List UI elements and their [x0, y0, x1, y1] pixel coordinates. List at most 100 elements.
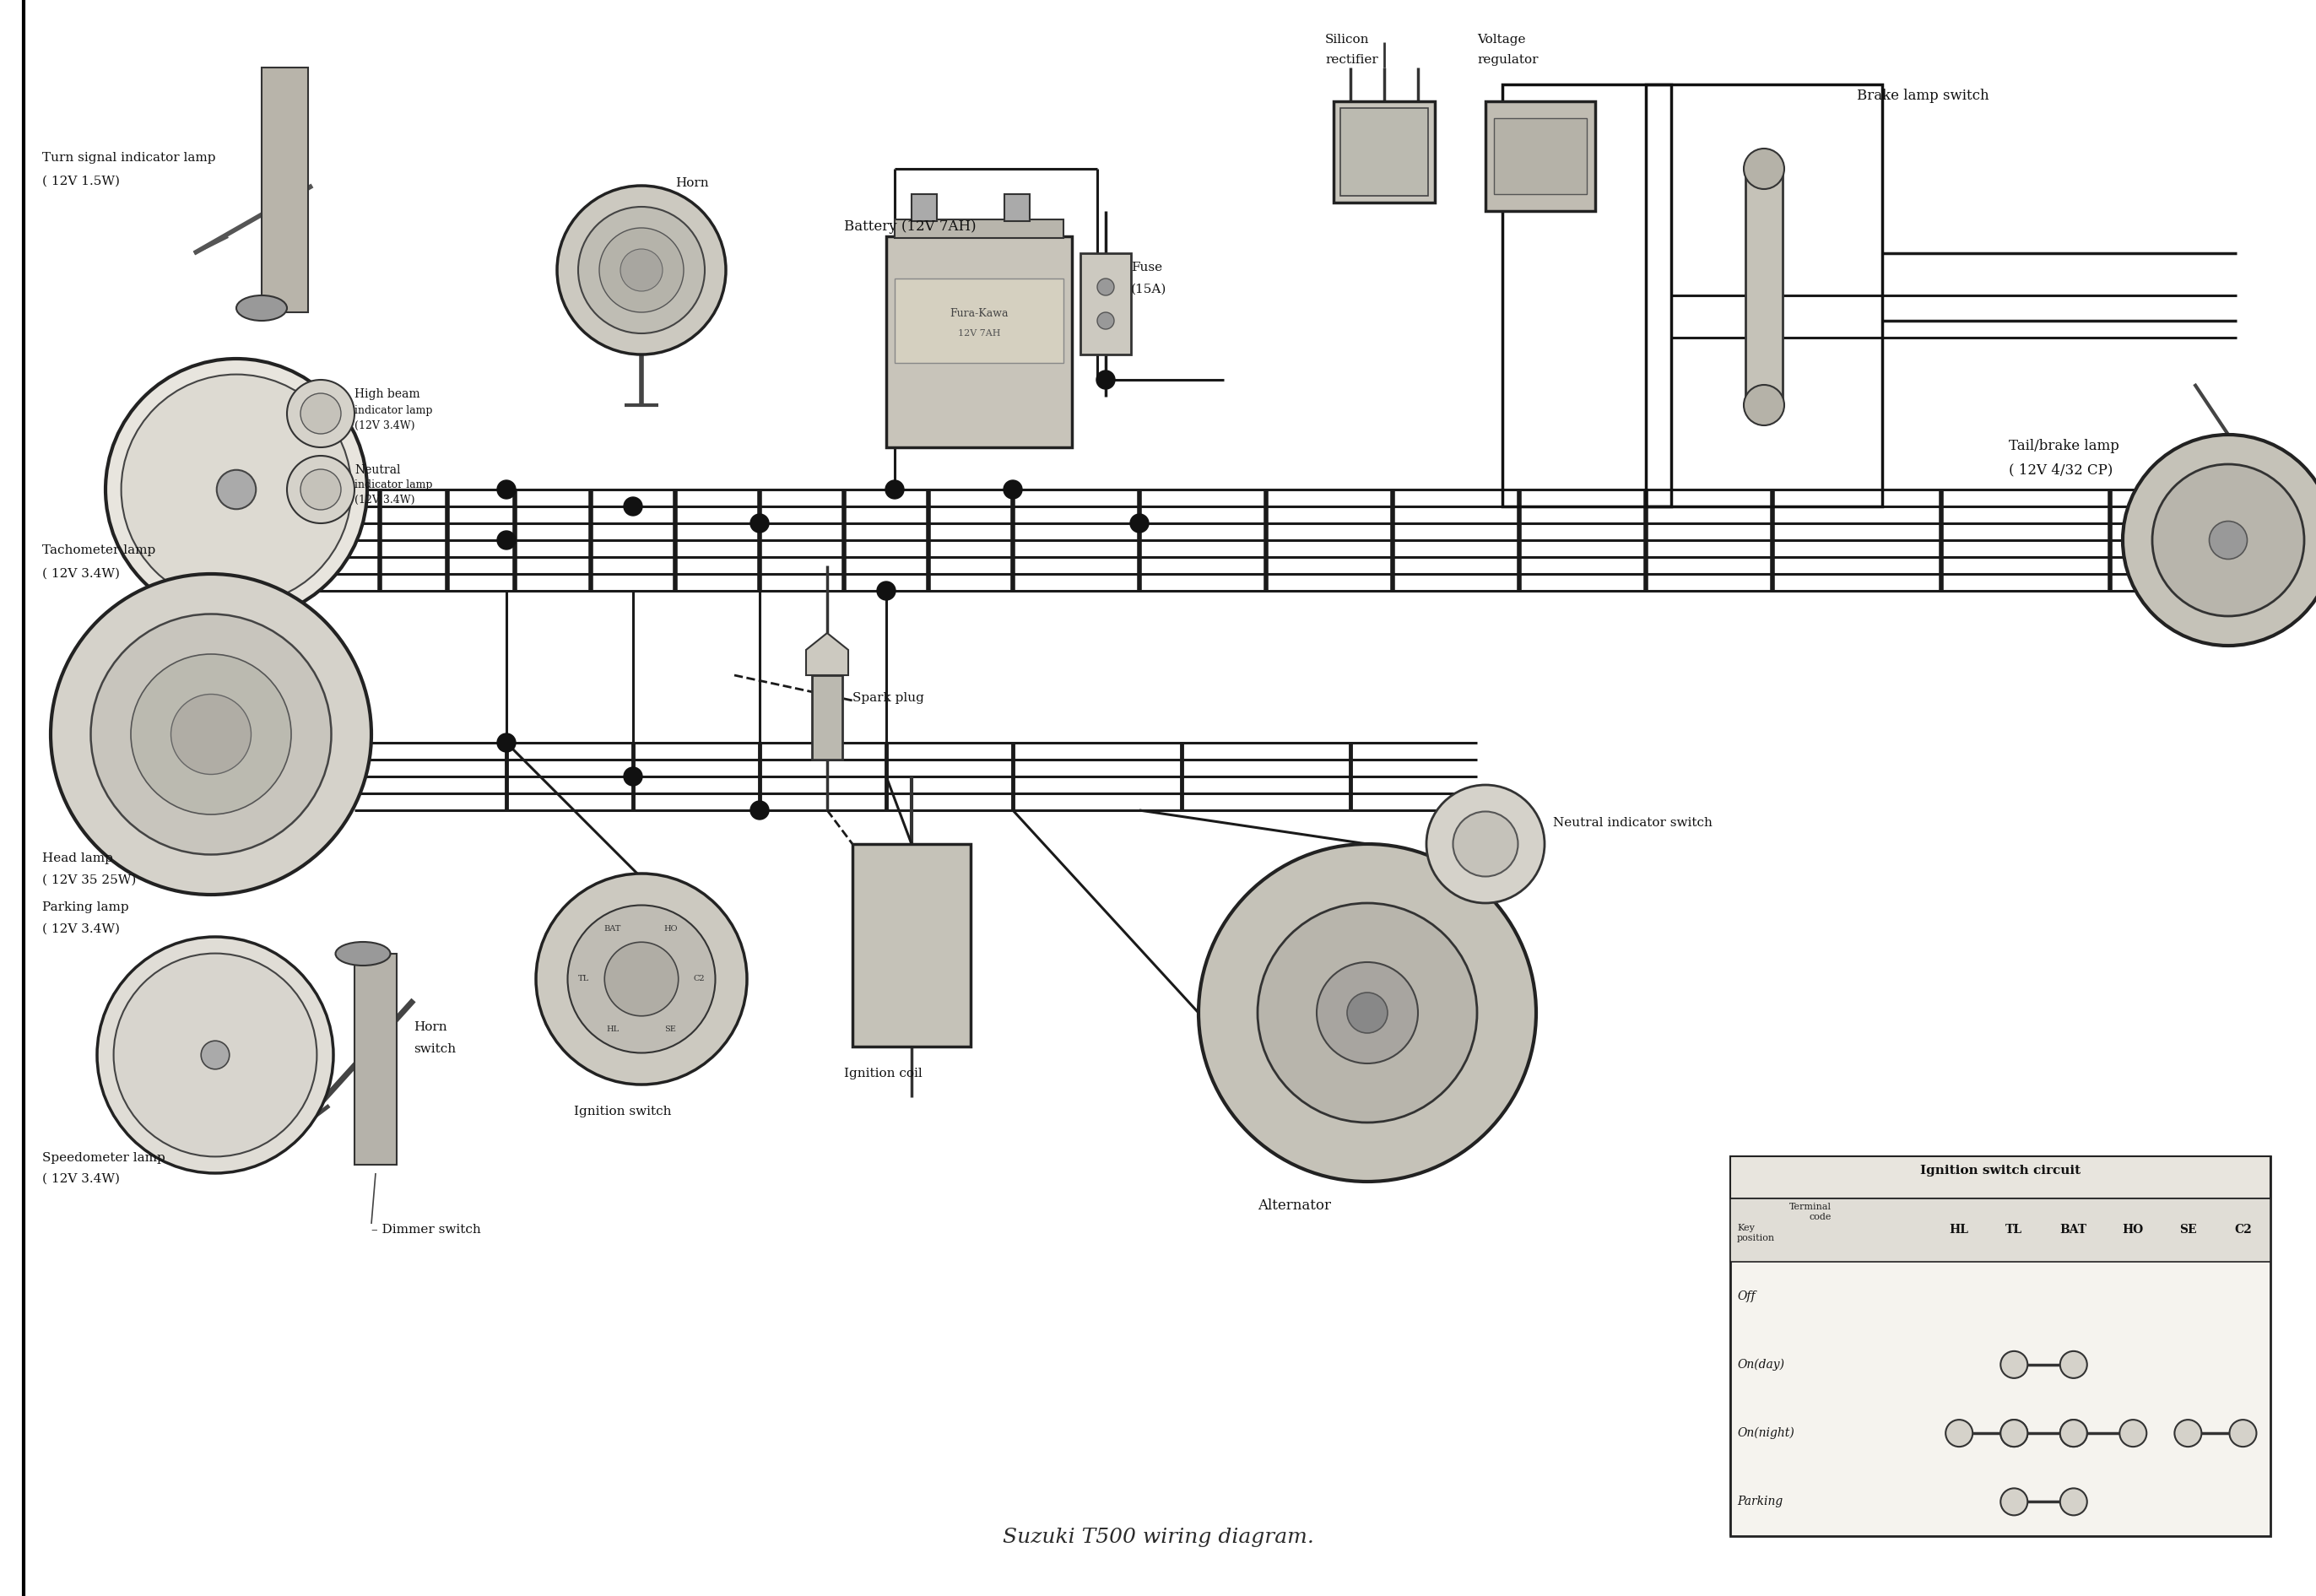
Circle shape: [120, 375, 352, 605]
Circle shape: [623, 496, 642, 516]
Circle shape: [90, 614, 331, 854]
Ellipse shape: [236, 295, 287, 321]
Bar: [1005, 195, 1031, 222]
Circle shape: [1348, 993, 1387, 1033]
Text: (12V 3.4W): (12V 3.4W): [354, 495, 415, 506]
Circle shape: [1098, 313, 1114, 329]
Bar: [1730, 1156, 2270, 1535]
Text: HL: HL: [607, 1026, 618, 1033]
Circle shape: [1427, 785, 1545, 903]
Circle shape: [1452, 811, 1517, 876]
Circle shape: [2059, 1420, 2087, 1446]
Text: – Dimmer switch: – Dimmer switch: [371, 1224, 482, 1235]
Text: Tail/brake lamp: Tail/brake lamp: [2008, 439, 2119, 453]
Text: ( 12V 4/32 CP): ( 12V 4/32 CP): [2008, 463, 2112, 477]
Text: TL: TL: [2006, 1224, 2022, 1235]
Circle shape: [621, 249, 662, 290]
Text: (12V 3.4W): (12V 3.4W): [354, 420, 415, 431]
Bar: [1503, 85, 1672, 506]
Bar: [1334, 101, 1436, 203]
Text: C2: C2: [2235, 1224, 2251, 1235]
Text: Silicon: Silicon: [1325, 34, 1369, 46]
Bar: [1730, 1156, 2270, 1199]
Text: ( 12V 3.4W): ( 12V 3.4W): [42, 924, 120, 935]
Circle shape: [1318, 962, 1417, 1063]
Text: SE: SE: [2179, 1224, 2198, 1235]
Circle shape: [885, 480, 903, 500]
Circle shape: [604, 942, 679, 1017]
Polygon shape: [806, 634, 848, 675]
Bar: [1341, 109, 1429, 196]
Circle shape: [287, 380, 354, 447]
Circle shape: [2230, 1420, 2256, 1446]
Circle shape: [600, 228, 683, 313]
Text: ( 12V 3.4W): ( 12V 3.4W): [42, 568, 120, 579]
Circle shape: [171, 694, 250, 774]
Circle shape: [1095, 370, 1114, 389]
Circle shape: [1003, 480, 1021, 500]
Bar: [852, 844, 970, 1047]
Circle shape: [1258, 903, 1478, 1122]
Circle shape: [1098, 279, 1114, 295]
Text: High beam: High beam: [354, 388, 419, 401]
Text: BAT: BAT: [604, 926, 621, 932]
Text: Alternator: Alternator: [1258, 1199, 1332, 1213]
Text: Voltage: Voltage: [1478, 34, 1526, 46]
Circle shape: [623, 768, 642, 785]
Bar: [1730, 1199, 2270, 1262]
Circle shape: [1744, 148, 1783, 188]
Bar: [1746, 169, 1783, 405]
Text: SE: SE: [665, 1026, 676, 1033]
Text: Terminal
code: Terminal code: [1790, 1203, 1832, 1221]
Circle shape: [1130, 514, 1149, 533]
Text: Neutral: Neutral: [354, 464, 401, 476]
Circle shape: [2001, 1420, 2026, 1446]
Text: Spark plug: Spark plug: [852, 693, 924, 704]
Circle shape: [1197, 844, 1536, 1181]
Bar: [354, 954, 396, 1165]
Circle shape: [2152, 464, 2304, 616]
Circle shape: [2119, 1420, 2147, 1446]
Bar: [262, 67, 308, 313]
Circle shape: [287, 456, 354, 523]
Circle shape: [2001, 1352, 2026, 1377]
Text: BAT: BAT: [2059, 1224, 2087, 1235]
Text: rectifier: rectifier: [1325, 54, 1378, 65]
Text: Ignition coil: Ignition coil: [843, 1068, 922, 1079]
Bar: [913, 195, 938, 222]
Text: Brake lamp switch: Brake lamp switch: [1857, 89, 1989, 104]
Circle shape: [579, 207, 704, 334]
Text: Turn signal indicator lamp: Turn signal indicator lamp: [42, 152, 215, 164]
Circle shape: [498, 531, 516, 549]
Text: ( 12V 3.4W): ( 12V 3.4W): [42, 1173, 120, 1184]
Bar: [1647, 85, 1883, 506]
Circle shape: [2001, 1489, 2026, 1515]
Text: TL: TL: [577, 975, 588, 983]
Bar: [894, 279, 1063, 362]
Text: C2: C2: [695, 975, 706, 983]
Circle shape: [301, 393, 340, 434]
Text: Tachometer lamp: Tachometer lamp: [42, 544, 155, 555]
Text: (15A): (15A): [1130, 284, 1167, 295]
Circle shape: [878, 581, 896, 600]
Text: HO: HO: [2121, 1224, 2145, 1235]
Text: Head lamp: Head lamp: [42, 852, 113, 865]
Text: Parking: Parking: [1737, 1495, 1783, 1508]
Text: Horn: Horn: [415, 1021, 447, 1033]
Circle shape: [535, 873, 748, 1085]
Text: ( 12V 1.5W): ( 12V 1.5W): [42, 176, 120, 187]
Circle shape: [1744, 385, 1783, 426]
Circle shape: [113, 953, 317, 1157]
Circle shape: [201, 1041, 229, 1069]
Circle shape: [130, 654, 292, 814]
Text: 12V 7AH: 12V 7AH: [959, 329, 1001, 338]
Text: HO: HO: [662, 926, 679, 932]
Ellipse shape: [336, 942, 391, 966]
Text: Battery (12V 7AH): Battery (12V 7AH): [843, 219, 977, 233]
Text: Fuse: Fuse: [1130, 262, 1163, 273]
Text: On(day): On(day): [1737, 1358, 1783, 1371]
Bar: [813, 675, 843, 760]
Bar: [894, 219, 1063, 238]
Text: Suzuki T500 wiring diagram.: Suzuki T500 wiring diagram.: [1003, 1527, 1313, 1547]
Text: Off: Off: [1737, 1290, 1756, 1302]
